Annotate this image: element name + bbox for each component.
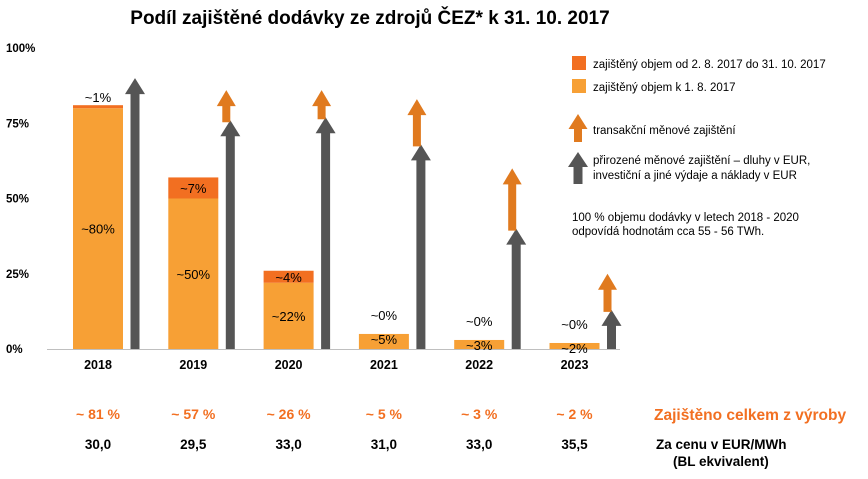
up-arrow-gray-icon bbox=[601, 309, 622, 349]
up-arrow-gray-icon bbox=[506, 228, 527, 349]
y-axis: 0% 25% 50% 75% 100% bbox=[6, 43, 35, 356]
totals-row: ~ 81 % ~ 57 % ~ 26 % ~ 5 % ~ 3 % ~ 2 % bbox=[76, 406, 593, 422]
legend: zajištěný objem od 2. 8. 2017 do 31. 10.… bbox=[568, 56, 826, 184]
bar-data-label: ~0% bbox=[371, 308, 398, 323]
x-category-label: 2022 bbox=[465, 358, 493, 372]
bar-data-label: ~4% bbox=[275, 270, 302, 285]
legend-label-dark: zajištěný objem od 2. 8. 2017 do 31. 10.… bbox=[593, 59, 826, 71]
totals-title: Zajištěno celkem z výroby bbox=[654, 407, 846, 424]
x-axis-categories: 2018 2019 2020 2021 2022 2023 bbox=[84, 358, 588, 372]
prices-row: 30,0 29,5 33,0 31,0 33,0 35,5 bbox=[85, 437, 588, 452]
total-value: ~ 5 % bbox=[366, 406, 403, 422]
bar-top bbox=[168, 177, 219, 199]
bar-base bbox=[549, 342, 600, 349]
price-value: 35,5 bbox=[561, 437, 588, 452]
up-arrow-gray-icon bbox=[125, 78, 145, 349]
price-title-line2: (BL ekvivalent) bbox=[673, 454, 769, 469]
x-category-label: 2023 bbox=[561, 358, 589, 372]
up-arrow-gray-icon bbox=[568, 152, 588, 184]
note: 100 % objemu dodávky v letech 2018 - 202… bbox=[572, 212, 802, 238]
bar-data-label: ~80% bbox=[81, 222, 115, 237]
total-value: ~ 3 % bbox=[461, 406, 498, 422]
up-arrow-orange-icon bbox=[568, 114, 588, 142]
bar-top bbox=[263, 270, 314, 283]
bar-data-label: ~5% bbox=[371, 332, 398, 347]
price-title-line1: Za cenu v EUR/MWh bbox=[656, 437, 787, 452]
bar-data-label: ~0% bbox=[561, 317, 588, 332]
total-value: ~ 2 % bbox=[556, 406, 593, 422]
bar-base bbox=[358, 333, 409, 349]
up-arrow-orange-icon bbox=[216, 90, 236, 123]
up-arrow-gray-icon bbox=[315, 117, 336, 349]
bar-top bbox=[73, 105, 123, 109]
bar-base bbox=[73, 108, 123, 349]
bar-labels: ~80% ~1% ~50% ~7% ~22% ~4% ~5% ~0% ~3% ~0% ~2% ~0% bbox=[81, 90, 588, 356]
total-value: ~ 81 % bbox=[76, 406, 121, 422]
y-tick-label: 75% bbox=[6, 118, 29, 130]
price-value: 33,0 bbox=[466, 437, 492, 452]
price-value: 29,5 bbox=[180, 437, 207, 452]
price-value: 33,0 bbox=[275, 437, 301, 452]
legend-label-arrow-orange: transakční měnové zajištění bbox=[593, 125, 736, 137]
arrows bbox=[125, 78, 622, 350]
chart-title: Podíl zajištěné dodávky ze zdrojů ČEZ* k… bbox=[130, 7, 609, 29]
legend-label-arrow-gray: přirozené měnové zajištění – dluhy v EUR… bbox=[593, 155, 814, 182]
bars bbox=[73, 105, 600, 349]
y-tick-label: 25% bbox=[6, 269, 29, 281]
price-value: 31,0 bbox=[371, 437, 397, 452]
up-arrow-orange-icon bbox=[568, 114, 588, 142]
bar-data-label: ~7% bbox=[180, 181, 207, 196]
x-category-label: 2018 bbox=[84, 358, 112, 372]
up-arrow-gray-icon bbox=[220, 120, 241, 350]
bar-data-label: ~0% bbox=[466, 314, 493, 329]
x-category-label: 2019 bbox=[179, 358, 207, 372]
legend-swatch-light bbox=[572, 79, 586, 93]
x-category-label: 2021 bbox=[370, 358, 398, 372]
bar-data-label: ~3% bbox=[466, 338, 493, 353]
y-tick-label: 100% bbox=[6, 43, 35, 55]
total-value: ~ 26 % bbox=[267, 406, 312, 422]
x-category-label: 2020 bbox=[275, 358, 303, 372]
total-value: ~ 57 % bbox=[171, 406, 216, 422]
up-arrow-orange-icon bbox=[598, 273, 617, 312]
legend-label-light: zajištěný objem k 1. 8. 2017 bbox=[593, 82, 736, 94]
bar-data-label: ~50% bbox=[176, 267, 210, 282]
bar-data-label: ~22% bbox=[272, 309, 306, 324]
up-arrow-orange-icon bbox=[502, 168, 522, 231]
bar-base bbox=[168, 198, 219, 349]
y-tick-label: 0% bbox=[6, 344, 23, 356]
y-tick-label: 50% bbox=[6, 194, 29, 206]
bar-base bbox=[454, 339, 505, 349]
up-arrow-orange-icon bbox=[407, 99, 427, 147]
up-arrow-orange-icon bbox=[312, 90, 332, 120]
bar-data-label: ~1% bbox=[85, 90, 112, 105]
legend-swatch-dark bbox=[572, 56, 586, 70]
price-value: 30,0 bbox=[85, 437, 111, 452]
up-arrow-gray-icon bbox=[410, 144, 431, 349]
bar-data-label: ~2% bbox=[561, 341, 588, 356]
up-arrow-gray-icon bbox=[568, 152, 588, 184]
bar-base bbox=[263, 282, 314, 349]
